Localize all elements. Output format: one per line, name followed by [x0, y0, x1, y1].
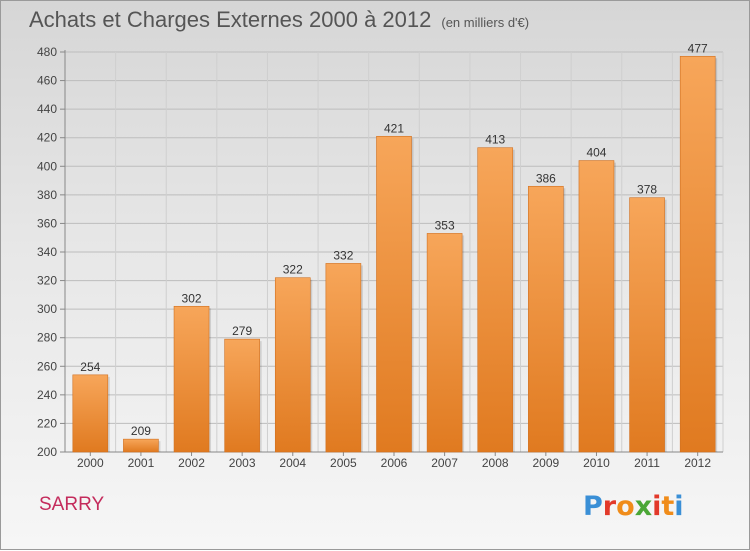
bar-value-label: 322 — [283, 263, 303, 277]
bar — [528, 185, 564, 453]
x-tick-label: 2006 — [381, 456, 408, 470]
y-tick-label: 480 — [37, 45, 57, 59]
x-tick-label: 2005 — [330, 456, 357, 470]
x-tick-label: 2012 — [684, 456, 711, 470]
bar-value-label: 353 — [435, 218, 455, 232]
commune-name: SARRY — [39, 494, 105, 515]
bar — [376, 135, 412, 453]
bar — [578, 160, 615, 453]
y-tick-label: 280 — [37, 331, 57, 345]
bar-value-label: 477 — [688, 41, 708, 55]
chart-title: Achats et Charges Externes 2000 à 2012 (e… — [29, 7, 529, 33]
bar-value-label: 413 — [485, 133, 505, 147]
y-tick-label: 400 — [37, 159, 57, 173]
x-tick-label: 2010 — [583, 456, 610, 470]
bar-value-label: 279 — [232, 324, 252, 338]
bar — [426, 233, 463, 453]
labels: 200 220 240 260 280 300 320 340 360 380 400 420 440 4… — [37, 41, 711, 470]
y-tick-label: 360 — [37, 216, 57, 230]
bar — [629, 197, 665, 453]
bar — [224, 338, 260, 453]
x-tick-label: 2001 — [128, 456, 155, 470]
unit-note: (en milliers d'€) — [441, 15, 530, 30]
bar-value-label: 332 — [333, 248, 353, 262]
y-tick-label: 380 — [37, 188, 57, 202]
x-tick-label: 2009 — [532, 456, 559, 470]
logo-letter: r — [602, 491, 617, 522]
bar-value-label: 421 — [384, 121, 404, 135]
bar — [123, 438, 159, 453]
x-tick-label: 2002 — [178, 456, 205, 470]
logo-letter: x — [634, 491, 653, 522]
logo-letter: i — [674, 491, 684, 522]
x-tick-label: 2011 — [634, 456, 660, 470]
proxiti-logo: Proxiti — [583, 491, 684, 522]
y-tick-label: 460 — [37, 74, 57, 88]
bar — [274, 277, 311, 453]
y-tick-label: 440 — [37, 102, 57, 116]
logo-letter: i — [652, 491, 662, 522]
bar-value-label: 404 — [586, 146, 606, 160]
chart-title-text: Achats et Charges Externes 2000 à 2012 — [29, 7, 432, 32]
y-tick-label: 320 — [37, 274, 57, 288]
x-tick-label: 2004 — [279, 456, 306, 470]
x-tick-label: 2008 — [482, 456, 509, 470]
y-tick-label: 420 — [37, 131, 57, 145]
bar — [72, 374, 109, 453]
bar — [325, 263, 362, 453]
bar-value-label: 302 — [182, 291, 202, 305]
bar-value-label: 254 — [80, 360, 100, 374]
y-tick-label: 240 — [37, 388, 57, 402]
logo-letter: P — [583, 491, 603, 522]
y-tick-label: 340 — [37, 245, 57, 259]
bar-value-label: 386 — [536, 171, 556, 185]
logo-letter: o — [616, 491, 635, 522]
y-tick-label: 220 — [37, 416, 57, 430]
y-tick-label: 300 — [37, 302, 57, 316]
y-tick-label: 200 — [37, 445, 57, 459]
y-tick-label: 260 — [37, 359, 57, 373]
x-tick-label: 2003 — [229, 456, 256, 470]
x-tick-label: 2000 — [77, 456, 104, 470]
bar — [679, 55, 716, 453]
x-tick-label: 2007 — [431, 456, 458, 470]
bar-value-label: 209 — [131, 424, 151, 438]
logo-letter: t — [661, 491, 675, 522]
bar — [173, 305, 210, 453]
bar — [477, 147, 514, 453]
bar-value-label: 378 — [637, 183, 657, 197]
bars — [72, 55, 718, 453]
